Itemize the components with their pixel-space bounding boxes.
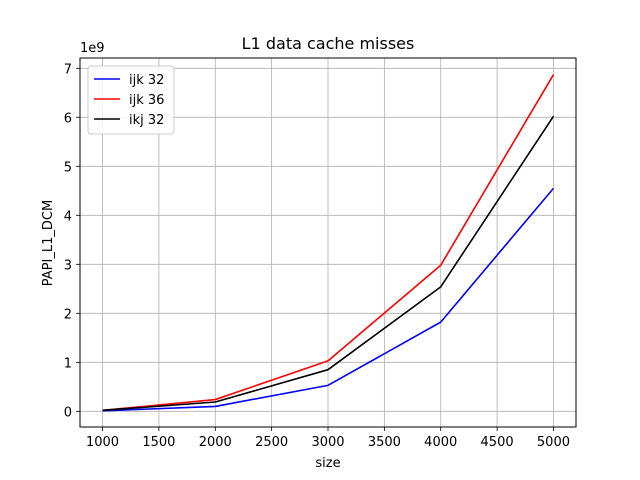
series-lines	[102, 74, 555, 412]
legend-box	[87, 65, 175, 135]
x-axis: 1000 1500 2000 2500 3000 3500 4000 4500 5000	[86, 427, 570, 450]
y-tick-label: 3	[64, 258, 72, 273]
x-tick-label: 4500	[481, 435, 514, 450]
y-axis-label: PAPI_L1_DCM	[41, 200, 56, 286]
chart-title: L1 data cache misses	[242, 34, 415, 53]
x-tick-label: 4000	[424, 435, 457, 450]
y-tick-label: 2	[64, 307, 72, 322]
y-tick-label: 4	[64, 209, 72, 224]
x-tick-label: 2500	[255, 435, 288, 450]
y-tick-label: 6	[64, 111, 72, 126]
y-axis: 0 1 2 3 4 5 6 7	[64, 62, 80, 420]
legend: ijk 32 ijk 36 ikj 32	[87, 65, 175, 135]
x-tick-label: 1500	[142, 435, 175, 450]
series-line-ijk-32	[102, 187, 555, 412]
series-line-ikj-32	[102, 115, 555, 412]
series-line-ijk-36	[102, 74, 555, 412]
x-tick-label: 3500	[368, 435, 401, 450]
y-tick-label: 7	[64, 62, 72, 77]
grid	[80, 58, 576, 427]
x-tick-label: 3000	[311, 435, 344, 450]
y-offset-text: 1e9	[80, 41, 105, 56]
y-tick-label: 5	[64, 160, 72, 175]
x-tick-label: 2000	[199, 435, 232, 450]
y-tick-label: 0	[64, 405, 72, 420]
y-tick-label: 1	[64, 356, 72, 371]
x-axis-label: size	[315, 456, 340, 471]
legend-label: ikj 32	[129, 113, 164, 128]
x-tick-label: 5000	[537, 435, 570, 450]
legend-label: ijk 32	[129, 73, 164, 88]
legend-label: ijk 36	[129, 93, 164, 108]
x-tick-label: 1000	[86, 435, 119, 450]
